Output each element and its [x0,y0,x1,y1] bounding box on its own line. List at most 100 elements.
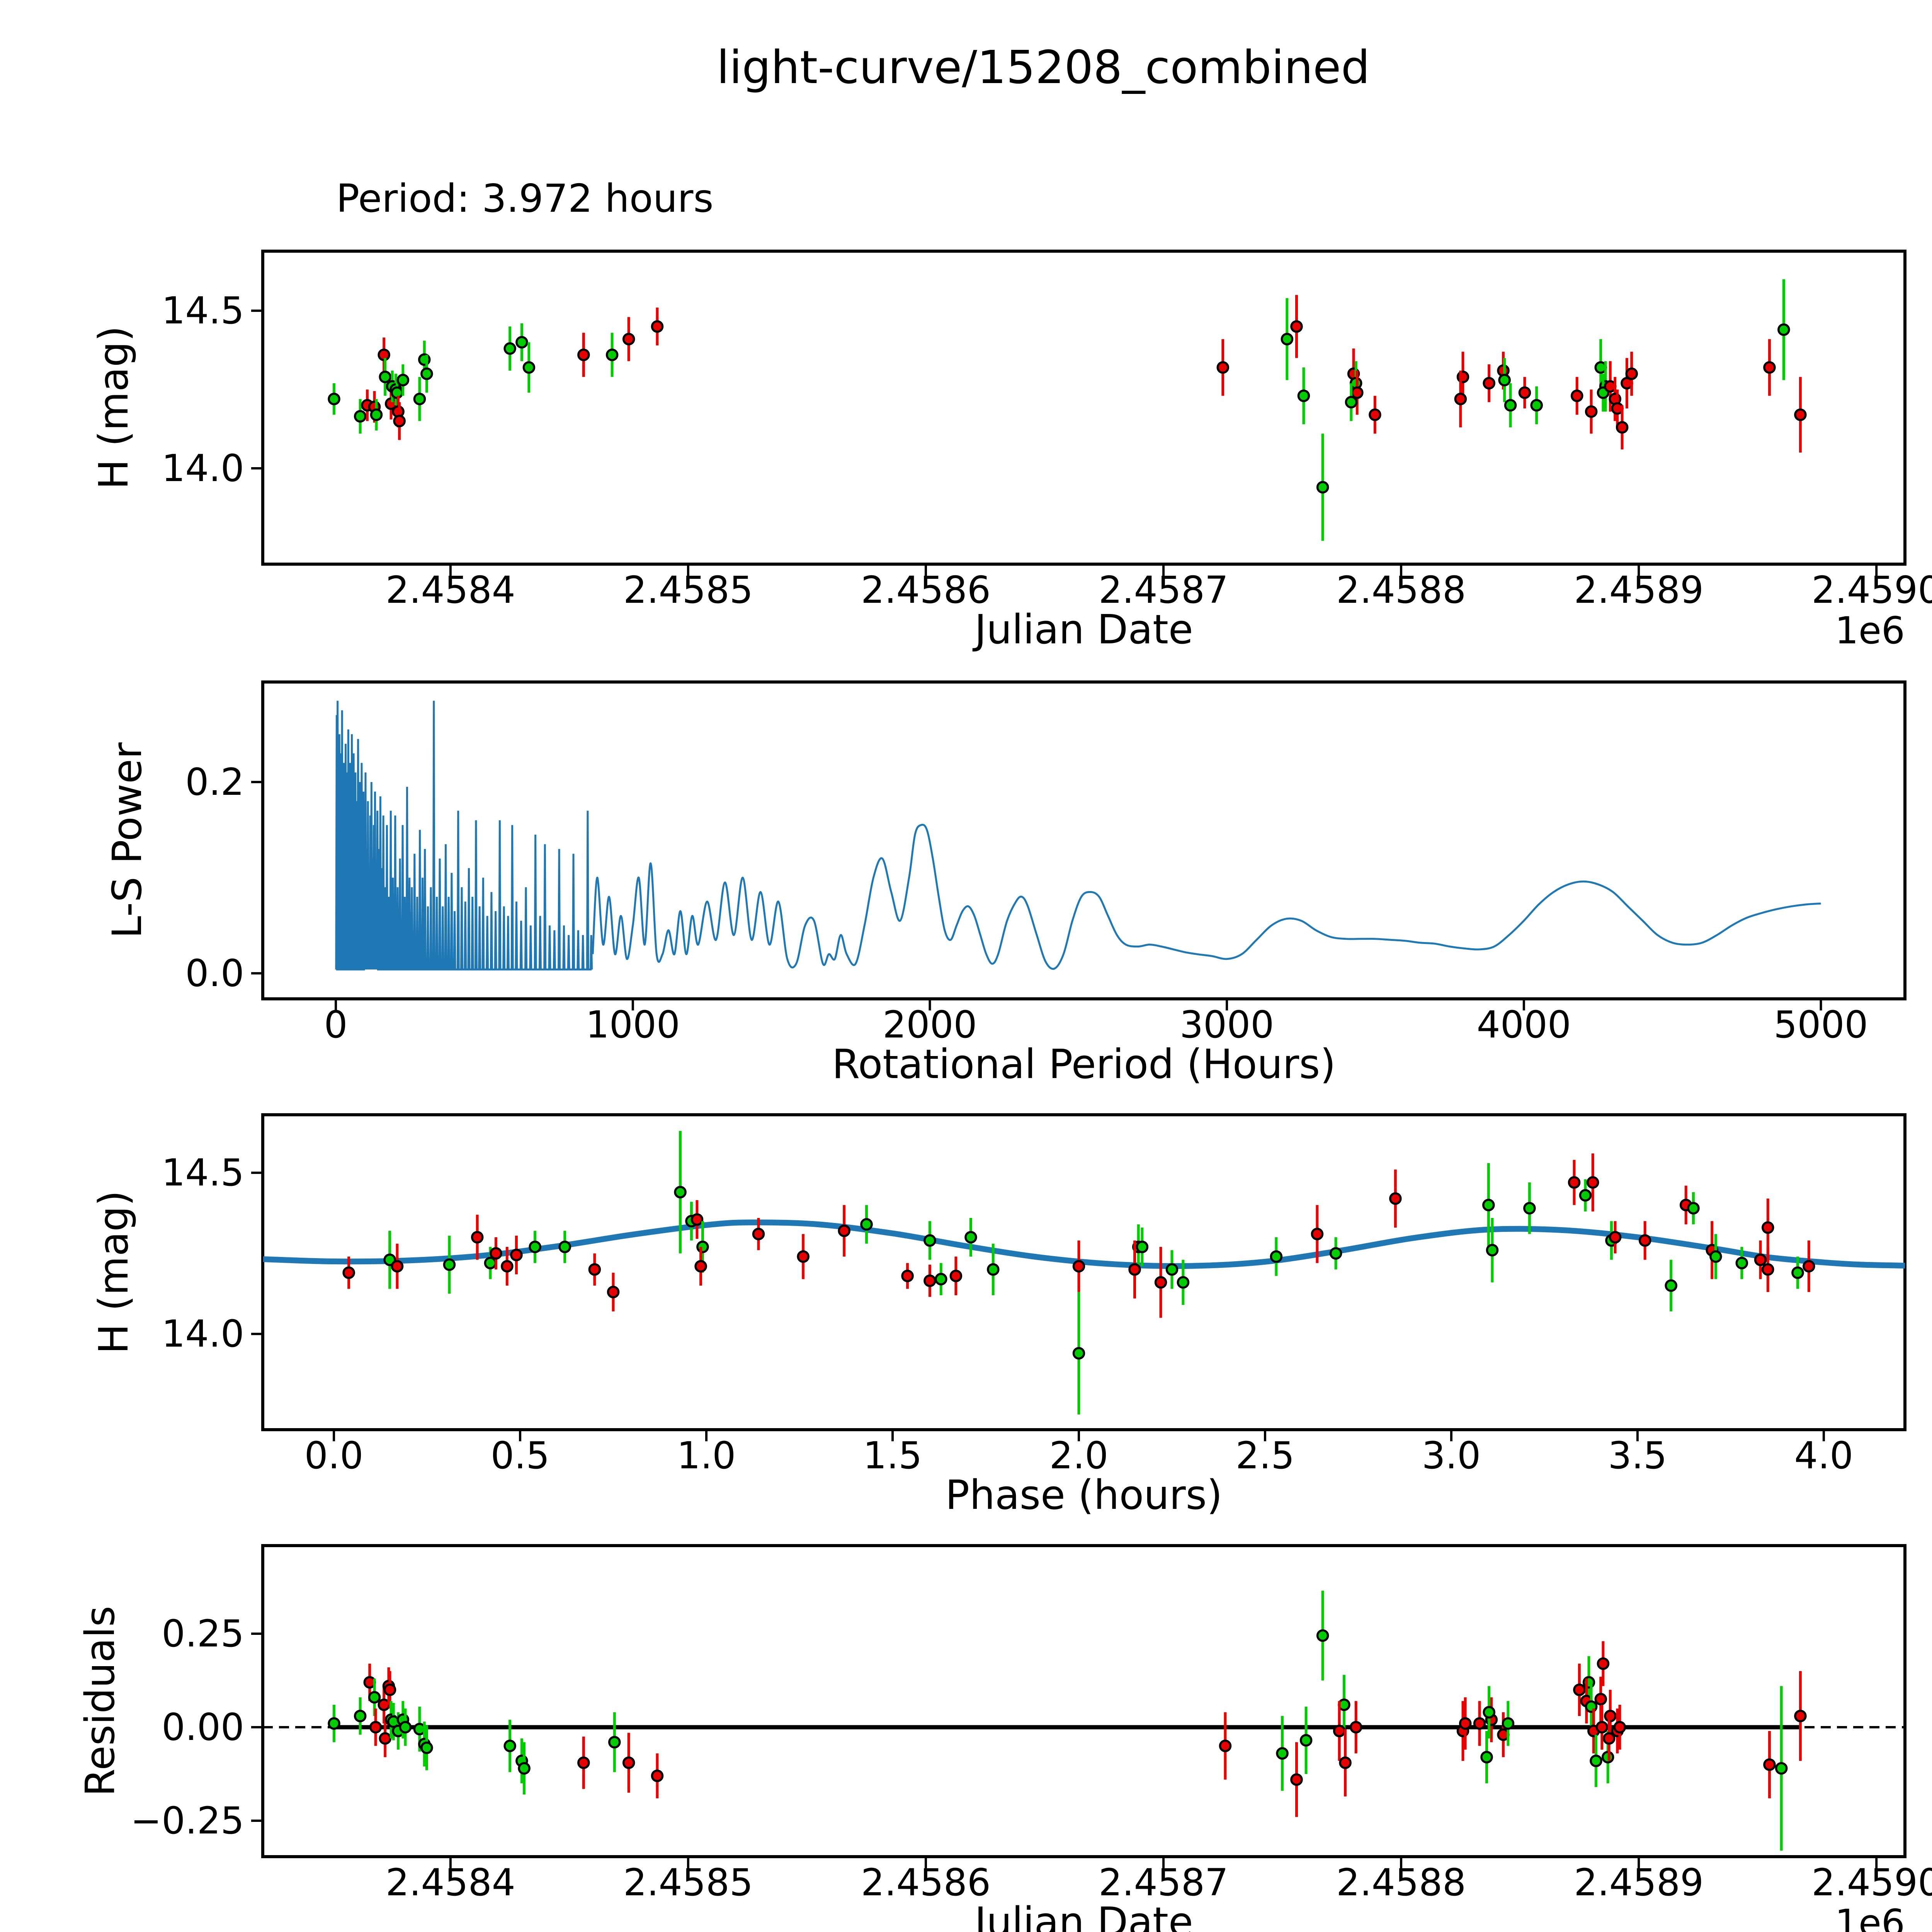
data-point-red [1803,1260,1815,1273]
data-point-green [413,393,426,405]
data-point-green [1775,1762,1788,1775]
data-point-green [368,1691,381,1704]
data-point-green [674,1185,687,1199]
data-point-red [1216,361,1230,374]
data-point-red [1794,1709,1807,1723]
data-point-red [1625,367,1638,380]
axes-frame [261,250,1906,566]
x-tick-label: 0.0 [304,1434,364,1477]
axes-frame [261,1544,1906,1858]
x-axis-label: Rotational Period (Hours) [832,1041,1336,1088]
data-point-green [370,408,383,421]
data-point-green [1502,1717,1515,1730]
data-point-green [1777,323,1790,336]
period-annotation: Period: 3.972 hours [336,176,714,221]
data-point-green [1665,1279,1677,1292]
x-tick-label: 0 [324,1003,348,1046]
y-tick-label: 14.0 [162,447,244,490]
data-point-green [328,393,340,405]
data-point-red [383,1683,396,1696]
x-tick-label: 2.4586 [861,1861,991,1904]
data-point-red [1638,1234,1651,1247]
data-point-green [522,361,536,374]
data-point-red [577,1756,590,1769]
data-point-red [490,1247,502,1260]
data-point-red [1616,421,1629,434]
y-tick-label: 14.5 [162,1151,244,1194]
x-tick-label: 2000 [883,1003,977,1046]
data-point-red [342,1266,355,1279]
y-axis-label: H (mag) [90,1190,137,1354]
x-tick-label: 2.4589 [1574,568,1704,612]
x-tick-label: 2.4584 [386,1861,515,1904]
data-point-green [1177,1276,1190,1289]
axes-residuals: 2.4584 2.4585 2.4586 2.4587 2.4588 2.4589 2.45… [77,1544,1932,1932]
data-point-red [622,1756,635,1769]
data-point-red [622,333,635,345]
x-tick-label: 2.4584 [386,568,515,612]
data-point-red [1369,408,1381,421]
x-tick-label: 2.4585 [623,568,753,612]
data-point-red [1609,1231,1622,1244]
data-point-green [1316,481,1329,494]
data-point-red [1754,1253,1767,1266]
x-tick-label: 2.0 [1049,1434,1109,1477]
data-point-green [1504,399,1517,412]
data-point-green [515,336,528,349]
data-point-green [529,1240,541,1253]
x-tick-label: 1.5 [863,1434,922,1477]
x-tick-label: 2.4589 [1574,1861,1704,1904]
data-point-red [588,1263,601,1276]
x-tick-label: 1000 [586,1003,680,1046]
axes-jd-vs-mag: 2.4584 2.4585 2.4586 2.4587 2.4588 2.4589 2.45… [90,250,1932,653]
y-tick-label: 0.00 [162,1706,244,1749]
x-axis-label: Julian Date [972,1898,1193,1932]
data-point-red [391,1260,404,1273]
x-tick-label: 4.0 [1794,1434,1854,1477]
data-point-red [1311,1228,1324,1240]
data-point-green [987,1263,1000,1276]
data-point-red [1518,386,1531,399]
data-point-green [1297,389,1310,402]
periodogram-smooth-line [592,823,1821,970]
y-tick-label: 14.5 [162,289,244,332]
x-tick-label: 5000 [1774,1003,1868,1046]
data-point-green [1486,1244,1499,1257]
data-point-red [1594,1693,1607,1706]
data-point-green [1523,1202,1536,1215]
axis-offset-label: 1e6 [1835,1901,1905,1932]
data-point-red [1595,1721,1609,1734]
data-point-green [1530,399,1543,412]
data-point-red [651,1769,664,1782]
x-tick-label: 3000 [1180,1003,1274,1046]
axes-phase-folded: 0.0 0.5 1.0 1.5 2.0 2.5 3.0 3.5 4.0 14.0 14.5 Phase… [90,1113,1906,1519]
data-point-green [484,1257,497,1269]
data-point-red [1072,1260,1085,1273]
data-point-green [1345,396,1358,408]
x-tick-label: 1.0 [677,1434,736,1477]
data-point-green [1482,1199,1495,1211]
data-point-green [1299,1734,1313,1747]
data-point-green [605,349,619,361]
data-point-red [838,1225,850,1237]
data-point-red [1459,1717,1472,1730]
data-point-green [354,1709,367,1723]
y-tick-label: 0.25 [162,1612,244,1655]
x-tick-label: 2.4588 [1336,568,1466,612]
x-tick-label: 2.4585 [623,1861,753,1904]
data-point-green [503,342,516,355]
data-point-red [1568,1176,1581,1189]
data-point-red [1570,389,1583,402]
data-point-green [379,371,392,383]
data-point-red [1128,1263,1141,1276]
data-point-red [1483,377,1495,390]
data-point-green [1498,374,1511,386]
data-point-green [964,1231,977,1244]
data-point-red [1763,361,1776,374]
data-point-green [1165,1263,1179,1276]
data-point-red [577,349,590,361]
data-point-red [1219,1740,1232,1752]
sinusoid-fit-line [263,1219,1905,1269]
data-point-red [1573,1683,1586,1696]
